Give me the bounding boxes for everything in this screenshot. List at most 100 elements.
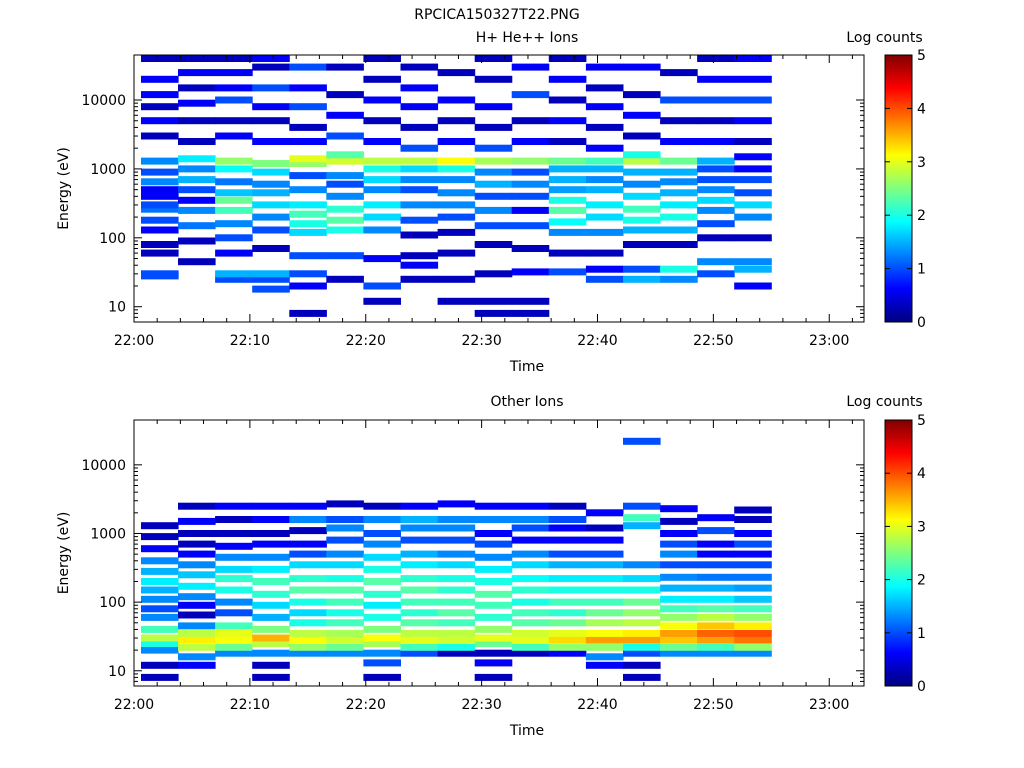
heatmap-cell	[437, 575, 476, 583]
heatmap-cell	[548, 524, 587, 532]
heatmap-cell	[178, 138, 216, 145]
x-tick-label: 22:40	[577, 697, 617, 713]
heatmap-cell	[252, 180, 290, 188]
heatmap-cell	[215, 132, 253, 140]
heatmap-cell	[141, 117, 179, 125]
heatmap-cell	[215, 165, 253, 173]
heatmap-cell	[511, 192, 550, 200]
heatmap-cell	[585, 524, 624, 532]
heatmap-cell	[363, 55, 401, 62]
heatmap-cell	[178, 258, 216, 266]
heatmap-cell	[623, 216, 661, 224]
heatmap-cell	[363, 255, 401, 263]
heatmap-cell	[215, 598, 253, 606]
heatmap-cell	[548, 138, 587, 145]
heatmap-cell	[734, 153, 772, 161]
heatmap-cell	[252, 189, 290, 197]
heatmap-cell	[660, 643, 698, 651]
colorbar-gradient	[884, 419, 913, 687]
heatmap-cell	[178, 502, 216, 510]
heatmap-cell	[252, 540, 290, 548]
heatmap-cell	[252, 553, 290, 561]
y-axis-label: Energy (eV)	[56, 512, 72, 595]
heatmap-cell	[215, 84, 253, 92]
heatmap-cell	[437, 550, 476, 558]
heatmap-cell	[474, 144, 513, 152]
colorbar-tick-label: 3	[917, 155, 926, 171]
heatmap-cell	[289, 527, 327, 535]
heatmap-cell	[141, 178, 179, 186]
heatmap-cell	[585, 201, 624, 209]
heatmap-cell	[623, 561, 661, 569]
heatmap-cell	[474, 192, 513, 200]
heatmap-cell	[215, 69, 253, 77]
heatmap-cell	[548, 228, 587, 236]
heatmap-cell	[585, 586, 624, 594]
heatmap-cell	[437, 275, 476, 283]
heatmap-cell	[585, 103, 624, 111]
heatmap-cell	[548, 636, 587, 644]
x-tick-label: 22:50	[693, 333, 733, 349]
heatmap-cell	[660, 584, 698, 592]
heatmap-cell	[585, 157, 624, 165]
heatmap-cell	[474, 168, 513, 176]
heatmap-cell	[548, 157, 587, 165]
heatmap-cell	[141, 673, 179, 681]
heatmap-cell	[289, 123, 327, 131]
heatmap-cell	[215, 189, 253, 197]
heatmap-cell	[326, 598, 364, 606]
heatmap-cell	[660, 540, 698, 548]
heatmap-cell	[660, 629, 698, 637]
heatmap-cell	[660, 226, 698, 234]
heatmap-cell	[474, 516, 513, 523]
heatmap-cell	[511, 168, 550, 176]
plot-frame	[133, 419, 865, 687]
heatmap-cell	[141, 595, 179, 603]
heatmap-cell	[474, 565, 513, 573]
heatmap-cell	[252, 168, 290, 176]
heatmap-cell	[215, 609, 253, 617]
heatmap-cell	[660, 69, 698, 77]
heatmap-cell	[585, 561, 624, 569]
heatmap-cell	[585, 249, 624, 257]
heatmap-cell	[511, 629, 550, 637]
panel-title: H+ He++ Ions	[476, 30, 579, 46]
heatmap-cell	[437, 201, 476, 209]
heatmap-cell	[697, 649, 735, 657]
heatmap-cell	[326, 132, 364, 140]
heatmap-cell	[289, 309, 327, 317]
heatmap-cell	[141, 103, 179, 111]
heatmap-cell	[734, 201, 772, 209]
heatmap-cell	[178, 176, 216, 184]
heatmap-cell	[474, 578, 513, 585]
heatmap-cell	[474, 297, 513, 305]
heatmap-cell	[548, 502, 587, 510]
heatmap-cell	[400, 629, 439, 637]
figure-title: RPCICA150327T22.PNG	[414, 7, 579, 23]
heatmap-cell	[511, 561, 550, 569]
heatmap-cell	[697, 258, 735, 266]
heatmap-cell	[474, 649, 513, 657]
heatmap-cell	[437, 524, 476, 532]
heatmap-cell	[252, 613, 290, 621]
colorbar-tick-label: 0	[917, 679, 926, 695]
x-tick-label: 22:40	[577, 333, 617, 349]
heatmap-cell	[178, 237, 216, 245]
heatmap-cell	[437, 598, 476, 606]
heatmap-cell	[326, 216, 364, 224]
heatmap-cell	[697, 561, 735, 569]
heatmap-cell	[141, 132, 179, 140]
heatmap-cell	[660, 265, 698, 273]
heatmap-cell	[734, 622, 772, 630]
heatmap-cell	[141, 578, 179, 585]
heatmap-cell	[252, 625, 290, 633]
heatmap-cell	[215, 196, 253, 204]
heatmap-cell	[400, 123, 439, 131]
heatmap-cell	[141, 646, 179, 654]
heatmap-cell	[585, 165, 624, 173]
heatmap-cell	[178, 661, 216, 669]
x-tick-label: 23:00	[809, 333, 849, 349]
heatmap-cell	[400, 103, 439, 111]
heatmap-cell	[623, 661, 661, 669]
heatmap-cell	[585, 536, 624, 544]
